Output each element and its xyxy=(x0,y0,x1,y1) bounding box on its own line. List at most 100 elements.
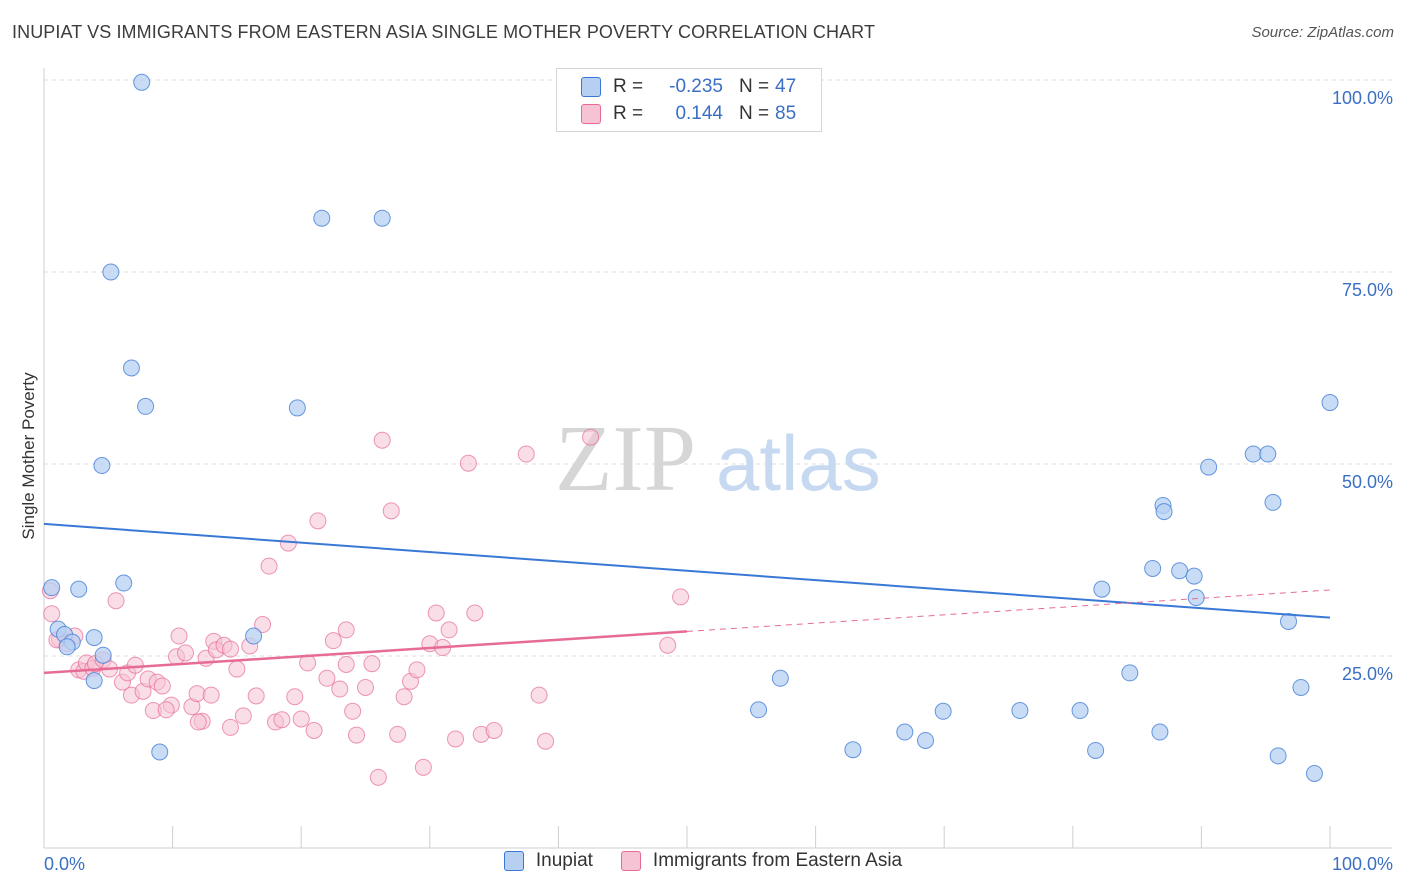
immigrants-point xyxy=(337,621,355,639)
inupiat-point xyxy=(1144,559,1162,577)
immigrants-point xyxy=(427,604,445,622)
inupiat-point xyxy=(313,209,331,227)
inupiat-point xyxy=(917,731,935,749)
inupiat-point xyxy=(115,574,133,592)
series-inupiat-points xyxy=(43,73,1339,783)
immigrants-point xyxy=(447,730,465,748)
inupiat-point xyxy=(70,580,88,598)
immigrants-point xyxy=(157,701,175,719)
inupiat-point xyxy=(1185,567,1203,585)
immigrants-point xyxy=(202,686,220,704)
legend-swatch-pink xyxy=(620,851,641,871)
immigrants-point xyxy=(414,758,432,776)
immigrants-point xyxy=(176,644,194,662)
y-tick-label: 100.0% xyxy=(1332,88,1393,108)
inupiat-point xyxy=(1264,493,1282,511)
immigrants-point xyxy=(485,721,503,739)
legend-n-value: 85 xyxy=(775,103,797,124)
inupiat-point xyxy=(1321,394,1339,412)
legend-r-value: -0.235 xyxy=(669,76,723,97)
legend-r-value: 0.144 xyxy=(675,103,723,124)
immigrants-point xyxy=(43,605,61,623)
source-label: Source: ZipAtlas.com xyxy=(1251,24,1394,41)
immigrants-point xyxy=(337,655,355,673)
immigrants-point xyxy=(260,557,278,575)
inupiat-point xyxy=(288,399,306,417)
inupiat-point xyxy=(94,646,112,664)
inupiat-point xyxy=(58,638,76,656)
inupiat-point xyxy=(1305,765,1323,783)
inupiat-point xyxy=(1187,589,1205,607)
y-tick-label: 50.0% xyxy=(1342,472,1393,492)
watermark: ZIP atlas xyxy=(555,407,881,511)
inupiat-point xyxy=(85,629,103,647)
stats-legend: R = -0.235 N = 47 R = 0.144 N = 85 xyxy=(556,68,822,132)
legend-item-immigrants[interactable]: Immigrants from Eastern Asia xyxy=(620,850,903,872)
legend-row-inupiat: R = -0.235 N = 47 xyxy=(581,74,796,100)
inupiat-point xyxy=(1155,503,1173,521)
y-axis-title: Single Mother Poverty xyxy=(19,372,38,540)
immigrants-point xyxy=(408,661,426,679)
immigrants-point xyxy=(318,669,336,687)
inupiat-point xyxy=(1171,562,1189,580)
inupiat-point xyxy=(1087,741,1105,759)
inupiat-point xyxy=(1269,747,1287,765)
immigrants-point xyxy=(324,632,342,650)
x-tick-label: 0.0% xyxy=(44,854,85,874)
immigrants-point xyxy=(659,636,677,654)
immigrants-point xyxy=(273,711,291,729)
inupiat-point xyxy=(1244,445,1262,463)
inupiat-point xyxy=(1151,723,1169,741)
inupiat-point xyxy=(133,73,151,91)
series-legend: Inupiat Immigrants from Eastern Asia xyxy=(0,850,1406,872)
immigrants-point xyxy=(107,592,125,610)
immigrants-point xyxy=(188,685,206,703)
immigrants-point xyxy=(305,721,323,739)
immigrants-point xyxy=(126,656,144,674)
immigrants-point xyxy=(189,713,207,731)
legend-n-label: N = xyxy=(739,76,770,97)
inupiat-point xyxy=(1280,612,1298,630)
immigrants-point xyxy=(344,702,362,720)
y-tick-label: 75.0% xyxy=(1342,280,1393,300)
immigrants-point xyxy=(228,660,246,678)
immigrants-point xyxy=(247,687,265,705)
immigrants-point xyxy=(389,725,407,743)
immigrants-point xyxy=(440,621,458,639)
legend-label-immigrants: Immigrants from Eastern Asia xyxy=(652,850,903,871)
inupiat-point xyxy=(102,263,120,281)
immigrants-point xyxy=(221,640,239,658)
legend-swatch-pink xyxy=(581,104,601,124)
inupiat-point xyxy=(771,669,789,687)
immigrants-point xyxy=(517,445,535,463)
immigrants-point xyxy=(254,616,272,634)
inupiat-point xyxy=(1292,678,1310,696)
inupiat-point xyxy=(934,702,952,720)
immigrants-point xyxy=(153,677,171,695)
chart-title: INUPIAT VS IMMIGRANTS FROM EASTERN ASIA … xyxy=(12,22,876,42)
inupiat-point xyxy=(151,743,169,761)
watermark-atlas: atlas xyxy=(716,419,881,507)
immigrants-point xyxy=(466,604,484,622)
series-immigrants-points xyxy=(41,428,690,786)
immigrants-point xyxy=(672,588,690,606)
immigrants-point xyxy=(221,718,239,736)
legend-n-value: 47 xyxy=(775,76,797,97)
immigrants-point xyxy=(170,627,188,645)
legend-label-inupiat: Inupiat xyxy=(535,850,593,871)
immigrants-trend-extension xyxy=(686,589,1331,632)
inupiat-point xyxy=(896,723,914,741)
legend-row-immigrants: R = 0.144 N = 85 xyxy=(581,101,796,127)
watermark-zip: ZIP xyxy=(555,407,696,511)
immigrants-trend-line xyxy=(43,630,688,675)
immigrants-point xyxy=(530,686,548,704)
legend-r-label: R = xyxy=(613,76,644,97)
immigrants-point xyxy=(382,502,400,520)
immigrants-point xyxy=(292,710,310,728)
immigrants-point xyxy=(347,726,365,744)
inupiat-point xyxy=(373,209,391,227)
inupiat-point xyxy=(137,397,155,415)
legend-item-inupiat[interactable]: Inupiat xyxy=(503,850,593,872)
inupiat-point xyxy=(245,627,263,645)
legend-n-label: N = xyxy=(739,103,770,124)
